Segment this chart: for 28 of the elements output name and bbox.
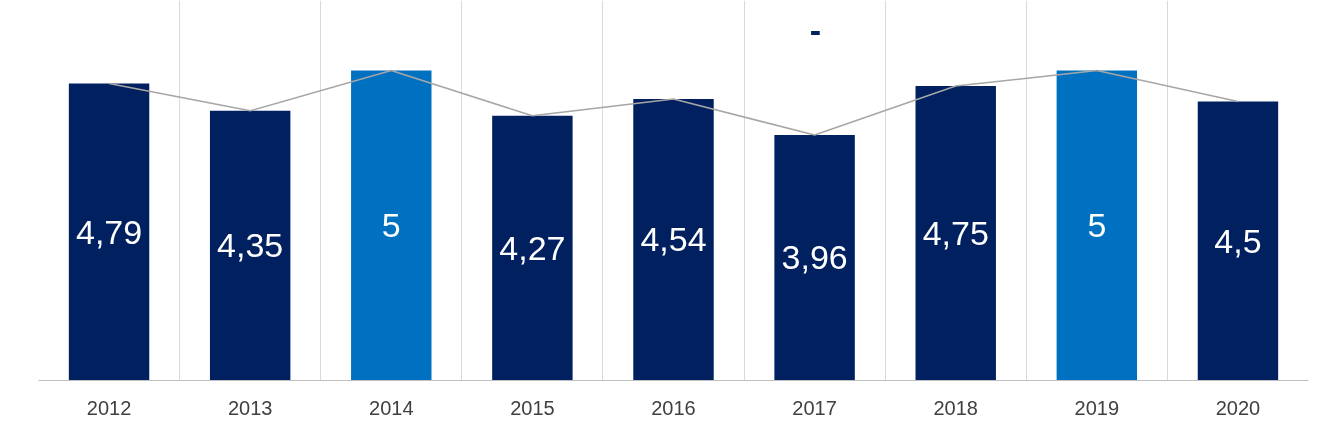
bar: [774, 135, 855, 381]
x-tick-label: 2018: [933, 396, 978, 419]
data-label: 5: [381, 206, 401, 245]
x-tick-label: 2012: [86, 396, 132, 419]
data-label: 4,5: [1214, 221, 1262, 260]
data-label: 4,27: [499, 228, 566, 267]
data-label: 4,79: [75, 212, 143, 251]
x-tick-label: 2013: [227, 396, 273, 419]
annotation: -: [809, 11, 822, 49]
bar: [633, 99, 714, 381]
bar: [68, 83, 150, 381]
data-label: 3,96: [781, 238, 848, 277]
x-tick-label: 2020: [1215, 396, 1261, 419]
x-tick-label: 2015: [510, 396, 555, 419]
x-tick-label: 2014: [369, 396, 414, 419]
bar: [1056, 70, 1138, 381]
data-label: 4,35: [217, 226, 284, 265]
data-label: 4,75: [922, 213, 989, 252]
x-tick-label: 2017: [792, 396, 837, 419]
data-label: 4,54: [640, 220, 707, 259]
bar: [209, 110, 291, 381]
bar: [1197, 101, 1279, 381]
bar: [915, 86, 996, 381]
x-tick-label: 2016: [651, 396, 696, 419]
bar: [492, 115, 573, 381]
bar: [351, 70, 432, 381]
x-tick-label: 2019: [1074, 396, 1120, 419]
data-label: 5: [1087, 206, 1107, 245]
